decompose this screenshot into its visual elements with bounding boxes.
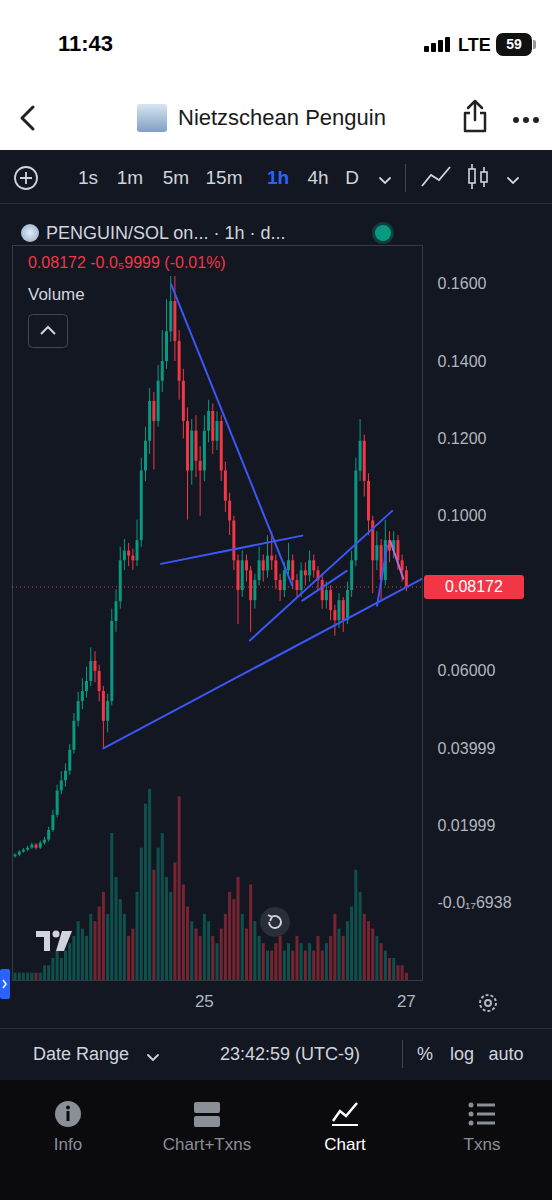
svg-text:0.01999: 0.01999 xyxy=(438,817,496,834)
html-text:1s: 1s xyxy=(78,167,98,188)
html-text:0.08172: 0.08172 xyxy=(445,577,503,595)
html-text:log: log xyxy=(450,1044,474,1064)
html-text:0.08172 -0.0₅9999 (-0.01%): 0.08172 -0.0₅9999 (-0.01%) xyxy=(28,254,226,271)
svg-text:0.1200: 0.1200 xyxy=(438,430,487,447)
html-text:Info: Info xyxy=(53,1135,83,1154)
svg-text:0.06000: 0.06000 xyxy=(438,662,496,679)
svg-text:0.1400: 0.1400 xyxy=(438,353,487,370)
html-text:1h: 1h xyxy=(266,167,290,188)
svg-text:0.1000: 0.1000 xyxy=(438,507,487,524)
html-text:PENGUIN/SOL on... · 1h · d...: PENGUIN/SOL on... · 1h · d... xyxy=(46,223,286,243)
svg-text:-0.0₁₇6938: -0.0₁₇6938 xyxy=(438,894,512,911)
svg-text:25: 25 xyxy=(195,992,214,1011)
svg-text:0.1600: 0.1600 xyxy=(438,275,487,292)
html-text:Chart+Txns: Chart+Txns xyxy=(162,1135,252,1154)
html-text:23:42:59 (UTC-9): 23:42:59 (UTC-9) xyxy=(220,1044,361,1064)
html-text:5m: 5m xyxy=(162,167,190,188)
html-text:11:43: 11:43 xyxy=(58,31,114,56)
html-text:D: D xyxy=(345,167,359,188)
html-text:4h: 4h xyxy=(307,167,329,188)
html-text:LTE: LTE xyxy=(458,35,491,55)
html-text:1m: 1m xyxy=(116,167,144,188)
html-text:59: 59 xyxy=(506,36,522,52)
svg-text:27: 27 xyxy=(397,992,416,1011)
html-text:auto: auto xyxy=(488,1044,524,1064)
html-text:Date Range: Date Range xyxy=(33,1044,130,1064)
html-text:Txns: Txns xyxy=(463,1135,501,1154)
html-text:Chart: Chart xyxy=(324,1135,366,1154)
html-text:Nietzschean Penguin: Nietzschean Penguin xyxy=(178,105,386,130)
svg-text:0.03999: 0.03999 xyxy=(438,740,496,757)
html-text:Volume: Volume xyxy=(28,285,85,304)
html-text:15m: 15m xyxy=(205,167,243,188)
